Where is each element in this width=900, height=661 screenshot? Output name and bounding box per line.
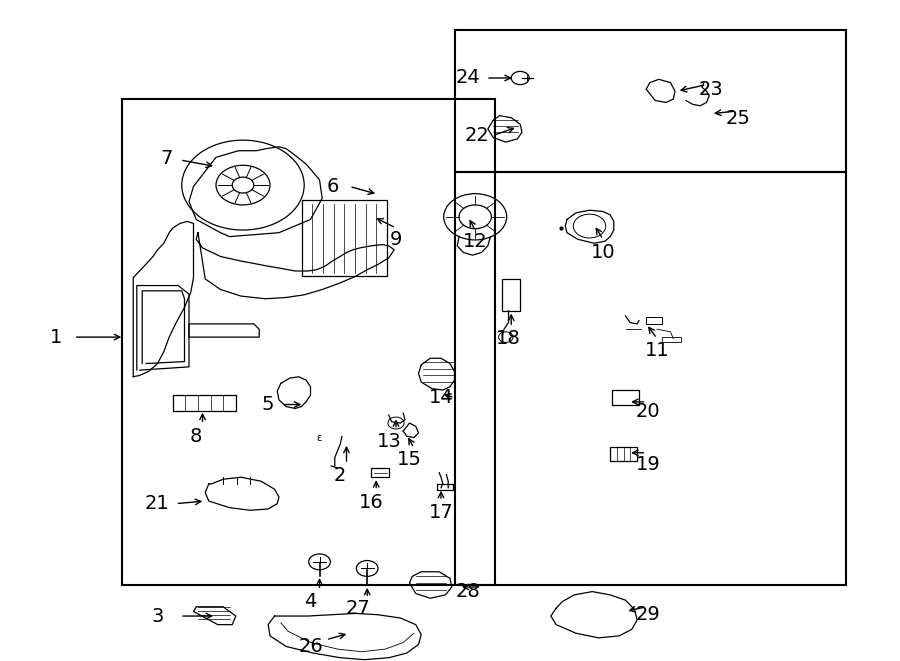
Text: 13: 13 (376, 432, 401, 451)
Text: 11: 11 (644, 341, 670, 360)
Text: 5: 5 (262, 395, 274, 414)
Text: 3: 3 (151, 607, 164, 625)
Text: ε: ε (317, 432, 322, 443)
Text: 18: 18 (496, 329, 521, 348)
Bar (646, 317, 662, 324)
Text: 26: 26 (298, 637, 323, 656)
Text: 24: 24 (455, 69, 481, 87)
Bar (371, 468, 389, 477)
Text: 9: 9 (390, 230, 402, 249)
Bar (436, 484, 453, 490)
Text: 6: 6 (327, 177, 339, 196)
Text: 14: 14 (428, 389, 454, 407)
Text: 29: 29 (635, 605, 661, 624)
Text: 27: 27 (346, 599, 371, 617)
Bar (454, 30, 846, 172)
Text: 12: 12 (463, 232, 488, 251)
Bar (122, 99, 495, 585)
Bar (612, 390, 639, 405)
Text: 10: 10 (590, 243, 616, 262)
Text: 16: 16 (358, 493, 383, 512)
Text: 1: 1 (50, 328, 62, 346)
Text: 28: 28 (455, 582, 481, 601)
Bar (173, 395, 236, 411)
Text: 8: 8 (190, 427, 203, 446)
Text: 15: 15 (397, 450, 422, 469)
Text: 23: 23 (698, 80, 724, 98)
Bar (610, 447, 637, 461)
Text: 21: 21 (145, 494, 170, 513)
Bar (454, 172, 846, 585)
Text: 4: 4 (304, 592, 317, 611)
Bar (502, 279, 520, 311)
Bar (662, 337, 681, 342)
Text: 22: 22 (464, 126, 490, 145)
Text: 20: 20 (635, 402, 661, 420)
Bar (302, 200, 387, 276)
Text: 7: 7 (160, 149, 173, 168)
Text: 19: 19 (635, 455, 661, 473)
Text: 25: 25 (725, 110, 751, 128)
Text: 2: 2 (334, 467, 346, 485)
Text: 17: 17 (428, 503, 454, 522)
